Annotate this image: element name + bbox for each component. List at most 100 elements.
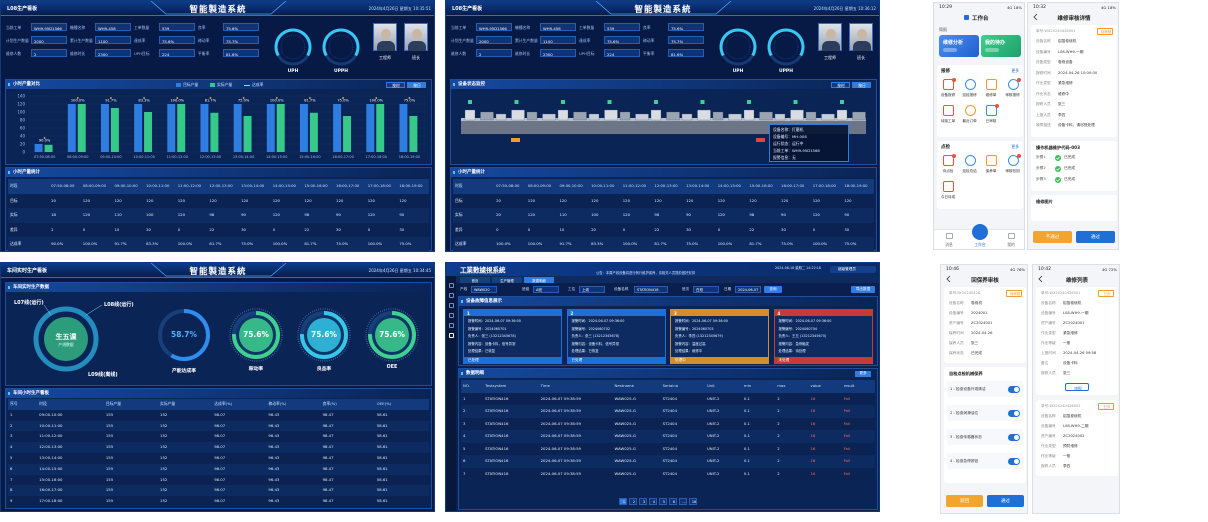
page-button[interactable]: 6 xyxy=(669,498,677,505)
menu-label[interactable]: 维修单 xyxy=(985,93,997,97)
nav-center[interactable] xyxy=(972,224,988,240)
menu-label[interactable]: 今日待成 xyxy=(940,195,956,199)
nav-tab-label[interactable]: 数据明细 xyxy=(532,278,546,283)
filter-input[interactable]: A班 xyxy=(533,285,559,293)
page-button[interactable]: 5 xyxy=(659,498,667,505)
tab-button[interactable]: 按日 xyxy=(852,81,871,88)
user-menu[interactable]: 超级管理员 xyxy=(830,266,876,273)
menu-label[interactable]: 待接工单 xyxy=(940,119,956,123)
sidebar-icon[interactable] xyxy=(448,323,454,328)
tab-label[interactable]: 按时 xyxy=(837,83,845,88)
export-button[interactable]: 导出数据 xyxy=(851,285,875,293)
filter-input[interactable]: 白班 xyxy=(693,285,719,293)
page-button[interactable]: ... xyxy=(679,498,687,505)
more-button[interactable]: 更多 xyxy=(855,370,871,377)
more-link[interactable]: 更多 xyxy=(1011,144,1019,150)
tab-label[interactable]: 按时 xyxy=(392,83,400,88)
menu-icon[interactable] xyxy=(964,105,976,116)
menu-label[interactable]: 巡检总结 xyxy=(962,169,977,173)
menu-label[interactable]: 保养单 xyxy=(985,169,997,173)
nav-label[interactable]: 工作台 xyxy=(974,242,986,247)
more-link[interactable]: 更多 xyxy=(1011,68,1019,74)
nav-tab[interactable]: 首页 xyxy=(460,277,490,283)
filter-value[interactable]: 白班 xyxy=(696,287,703,292)
menu-label[interactable]: 设备报修 xyxy=(940,93,956,97)
page-label[interactable]: 4 xyxy=(652,499,656,504)
nav-tab-label[interactable]: 首页 xyxy=(471,278,479,283)
action-button[interactable]: 通过 xyxy=(1076,231,1115,243)
menu-icon[interactable] xyxy=(964,155,976,166)
toggle[interactable] xyxy=(1008,458,1020,465)
menu-icon[interactable] xyxy=(943,181,954,192)
nav-label[interactable]: 我的 xyxy=(1007,242,1015,247)
menu-icon[interactable] xyxy=(1007,79,1019,90)
filter-input[interactable]: 上线 xyxy=(579,285,605,293)
menu-icon[interactable] xyxy=(986,79,997,90)
filter-value[interactable]: WAW020 xyxy=(474,287,490,292)
page-label[interactable]: 1 xyxy=(622,499,626,504)
menu-icon[interactable] xyxy=(986,155,997,166)
menu-label[interactable]: 待点检 xyxy=(942,169,954,173)
banner-label[interactable]: 维修分析 xyxy=(943,40,964,46)
page-label[interactable]: 2 xyxy=(632,499,636,504)
button-label[interactable]: 通过 xyxy=(1001,499,1010,504)
page-button[interactable]: 2 xyxy=(629,498,637,505)
banner-card[interactable]: 维修分析 xyxy=(939,35,979,57)
sidebar-icon[interactable] xyxy=(448,303,454,308)
menu-label[interactable]: 审核驳回 xyxy=(1005,169,1020,173)
menu-icon[interactable] xyxy=(986,105,997,116)
tab-label[interactable]: 按日 xyxy=(413,83,421,88)
button-label[interactable]: 不通过 xyxy=(1045,235,1060,240)
banner-label[interactable]: 我的待办 xyxy=(985,40,1006,46)
nav-icon[interactable] xyxy=(1007,233,1015,239)
sidebar-icon[interactable] xyxy=(448,293,454,298)
page-button[interactable]: 1 xyxy=(619,498,627,505)
page-label[interactable]: 3 xyxy=(642,499,646,504)
nav-label[interactable]: 消息 xyxy=(945,242,953,247)
menu-icon[interactable] xyxy=(943,155,954,166)
button-label[interactable]: 导出数据 xyxy=(855,286,871,291)
button-label[interactable]: 通过 xyxy=(1091,235,1100,240)
toggle[interactable] xyxy=(1008,410,1020,417)
menu-label[interactable]: 最近订单 xyxy=(962,119,977,123)
button-label[interactable]: 更多 xyxy=(859,371,867,375)
page-label[interactable]: 16 xyxy=(691,499,697,504)
sidebar-icon[interactable] xyxy=(448,313,454,318)
query-button[interactable]: 查询 xyxy=(764,285,782,293)
sidebar-icon[interactable] xyxy=(448,333,454,338)
menu-label[interactable]: 已审核 xyxy=(985,119,997,123)
button-label[interactable]: 驳回 xyxy=(960,499,969,504)
page-button[interactable]: 16 xyxy=(689,498,697,505)
tab-button[interactable]: 按日 xyxy=(407,81,426,88)
filter-value[interactable]: 上线 xyxy=(582,287,589,292)
page-label[interactable]: 6 xyxy=(672,499,676,504)
tab-label[interactable]: 按日 xyxy=(858,83,866,88)
nav-tab[interactable]: 生产管理 xyxy=(492,277,522,283)
menu-label[interactable]: 审核报修 xyxy=(1005,93,1020,97)
user-name[interactable]: 超级管理员 xyxy=(838,267,856,272)
button-label[interactable]: 查询 xyxy=(769,286,777,291)
filter-input[interactable]: WAW020 xyxy=(471,285,497,293)
nav-icon[interactable] xyxy=(945,233,953,239)
action-button[interactable]: 驳回 xyxy=(946,495,983,507)
page-label[interactable]: ... xyxy=(682,499,686,504)
filter-input[interactable]: STATION416 xyxy=(634,285,668,293)
action-button[interactable]: 通过 xyxy=(987,495,1024,507)
filter-value[interactable]: STATION416 xyxy=(637,287,659,292)
menu-icon[interactable] xyxy=(943,105,954,116)
filter-value[interactable]: 2024-06-07 xyxy=(738,287,759,292)
filter-input[interactable]: 2024-06-07 xyxy=(735,285,761,293)
menu-icon[interactable] xyxy=(943,79,954,90)
action-button[interactable]: 不通过 xyxy=(1033,231,1072,243)
page-label[interactable]: 5 xyxy=(662,499,666,504)
toggle[interactable] xyxy=(1008,434,1020,441)
tab-button[interactable]: 按时 xyxy=(831,81,850,88)
nav-tab-label[interactable]: 生产管理 xyxy=(500,278,514,283)
menu-icon[interactable] xyxy=(1007,155,1019,166)
tab-button[interactable]: 按时 xyxy=(386,81,405,88)
menu-label[interactable]: 巡检报修 xyxy=(962,93,977,97)
button-label[interactable]: 申报 xyxy=(1074,385,1082,391)
banner-card[interactable]: 我的待办 xyxy=(981,35,1021,57)
nav-tab[interactable]: 数据明细 xyxy=(524,277,554,283)
toggle[interactable] xyxy=(1008,386,1020,393)
